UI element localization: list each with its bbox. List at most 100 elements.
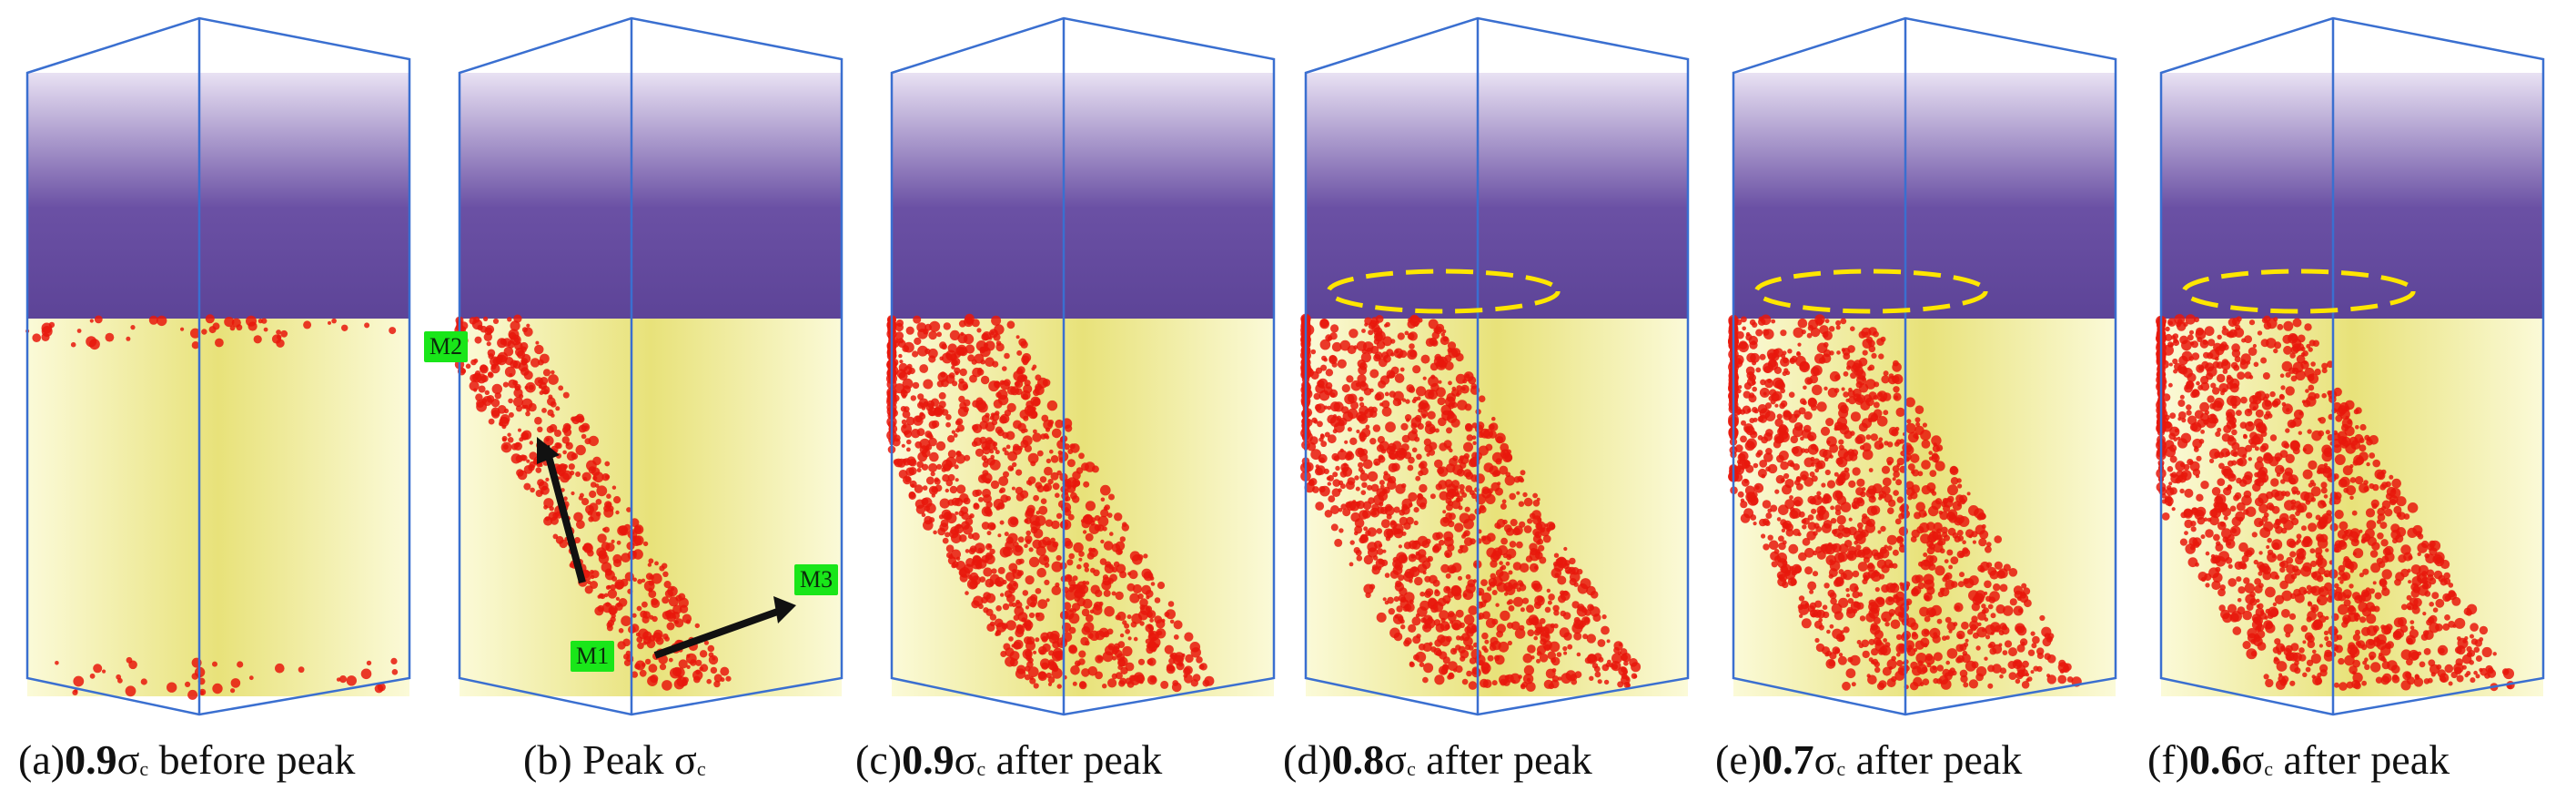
crack-particle [1015,602,1023,609]
crack-particle [497,355,508,366]
crack-particle [130,325,135,329]
crack-particle [1012,462,1016,467]
crack-particle [1873,331,1879,338]
crack-particle [1015,628,1024,637]
crack-particle [1951,581,1958,588]
crack-particle [212,684,222,694]
crack-particle [521,360,527,365]
crack-particle [1426,558,1430,563]
crack-particle [1915,653,1926,664]
crack-particle [1969,534,1973,538]
upper-layer [1306,73,1688,319]
crack-particle [1807,379,1813,384]
upper-layer [1733,73,2116,319]
crack-particle [1016,335,1020,339]
crack-particle [337,677,340,681]
crack-particle [1037,451,1044,457]
crack-particle [2493,652,2497,655]
crack-particle [1328,356,1338,365]
specimen-d [1300,18,1688,715]
crack-particle [1462,532,1468,537]
crack-particle [709,655,718,664]
crack-particle [1578,583,1589,594]
crack-particle [924,401,929,407]
crack-particle [530,441,533,444]
crack-particle [1798,319,1808,329]
crack-particle [1830,454,1834,458]
crack-particle [1844,371,1849,377]
crack-particle [1573,583,1578,587]
crack-particle [971,600,979,608]
crack-particle [1947,484,1958,495]
crack-particle [1828,388,1838,398]
crack-particle [1884,370,1889,376]
crack-particle [1898,513,1904,520]
crack-particle [1879,573,1884,579]
crack-particle [1463,469,1471,477]
crack-particle [1878,392,1883,397]
crack-particle [515,386,520,391]
crack-particle [2037,653,2044,659]
crack-particle [485,390,490,395]
crack-particle [1345,453,1352,461]
crack-particle [180,328,184,331]
crack-particle [2238,586,2245,593]
crack-particle [1506,549,1516,559]
crack-particle [473,388,477,391]
crack-particle [983,567,992,576]
crack-particle [1823,604,1828,610]
crack-particle [1792,447,1799,454]
crack-particle [1354,547,1360,553]
crack-particle [1830,624,1834,629]
crack-particle [1033,651,1036,654]
crack-particle [965,549,970,553]
crack-particle [1066,575,1072,581]
crack-particle [667,586,678,597]
crack-particle [1026,636,1035,644]
crack-particle [1874,597,1884,607]
crack-particle [1520,684,1525,688]
crack-particle [2476,655,2482,662]
crack-particle [2025,678,2029,682]
crack-particle [1763,519,1770,526]
crack-particle [2186,404,2191,410]
crack-particle [1849,518,1853,522]
crack-particle [1798,604,1803,610]
crack-particle [1315,404,1321,411]
crack-particle [1422,677,1429,684]
crack-particle [167,683,177,693]
crack-particle [1423,663,1433,673]
crack-particle [1462,387,1466,390]
crack-particle [906,440,912,445]
crack-particle [1839,543,1849,553]
crack-particle [548,395,552,400]
crack-particle [1516,542,1523,549]
crack-particle [347,675,357,685]
crack-particle [303,320,311,329]
crack-particle [551,370,555,375]
crack-particle [1969,679,1978,688]
crack-particle [625,572,634,581]
crack-particle [1332,488,1341,497]
crack-particle [1893,392,1901,400]
crack-particle [2217,478,2225,486]
crack-particle [1488,655,1494,662]
crack-particle [1895,439,1901,444]
crack-particle [1758,416,1764,422]
crack-particle [1858,527,1864,532]
crack-particle [2209,459,2214,463]
crack-particle [42,323,53,334]
crack-particle [1591,591,1599,599]
crack-particle [955,428,960,432]
crack-particle [541,408,547,413]
crack-particle [484,333,492,341]
crack-particle [264,328,268,332]
crack-particle [2355,630,2360,635]
crack-particle [617,541,621,545]
crack-particle [511,453,521,463]
crack-particle [1070,443,1076,449]
crack-particle [1361,482,1367,488]
crack-particle [551,401,557,408]
crack-particle [1364,388,1372,396]
crack-particle [1377,548,1383,554]
